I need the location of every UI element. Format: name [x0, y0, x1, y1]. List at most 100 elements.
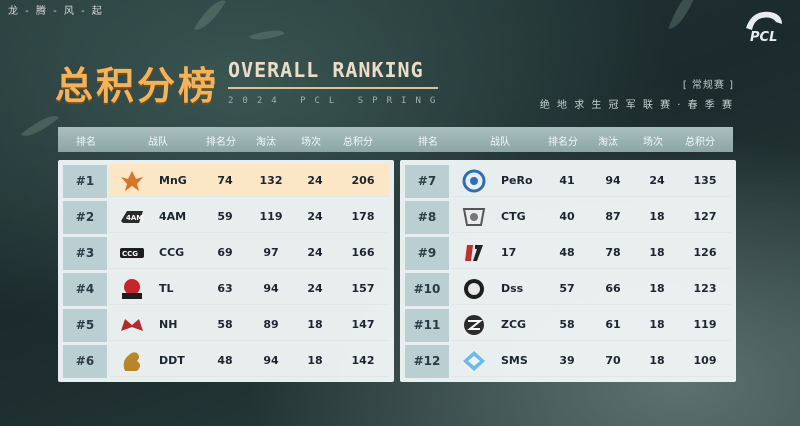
leaf-decoration	[20, 108, 60, 144]
elim-points: 66	[605, 282, 621, 295]
rank-cell: #7	[405, 164, 449, 198]
row-body	[109, 236, 389, 269]
row-body	[109, 272, 389, 305]
svg-text:4AM: 4AM	[126, 214, 143, 222]
leaf-decoration	[249, 24, 285, 46]
ccg-logo-icon: CCG	[120, 248, 144, 258]
matches-played: 24	[307, 210, 323, 223]
team-name: NH	[159, 318, 178, 331]
page-subtitle: 2024 PCL SPRING	[228, 96, 445, 106]
team-name: CCG	[159, 246, 185, 259]
header-total: 总积分	[685, 137, 715, 148]
row-body	[451, 236, 731, 269]
total-points: 127	[693, 210, 717, 223]
phoenix-icon	[121, 171, 143, 191]
place-points: 39	[559, 354, 575, 367]
table-row: #8 CTG 40 87 18 127	[405, 199, 731, 235]
matches-played: 18	[307, 354, 323, 367]
17-logo-icon	[465, 245, 483, 261]
header-place: 排名分	[206, 137, 236, 148]
row-body	[451, 164, 731, 197]
row-body	[109, 200, 389, 233]
sms-logo-icon	[463, 351, 485, 371]
elim-points: 132	[259, 174, 283, 187]
team-name: 4AM	[159, 210, 187, 223]
elim-points: 70	[605, 354, 621, 367]
row-body	[451, 272, 731, 305]
ranking-table-left: #1 MnG 74 132 24 206 #2 4AM 4AM 59 119 2…	[58, 160, 394, 382]
total-points: 123	[693, 282, 717, 295]
total-points: 157	[351, 282, 375, 295]
total-points: 126	[693, 246, 717, 259]
title-divider	[228, 87, 438, 89]
total-points: 142	[351, 354, 375, 367]
rank-cell: #2	[63, 200, 107, 234]
header-rank: 排名	[76, 137, 96, 148]
matches-played: 18	[649, 210, 665, 223]
header-elim: 淘汰	[598, 137, 618, 148]
svg-text:PCL: PCL	[750, 30, 777, 44]
header-rank: 排名	[418, 137, 438, 148]
team-name: DDT	[159, 354, 185, 367]
place-points: 41	[559, 174, 575, 187]
table-header: 排名 战队 排名分 淘汰 场次 总积分 排名 战队 排名分 淘汰 场次 总积分	[58, 127, 733, 152]
elim-points: 94	[263, 282, 279, 295]
matches-played: 18	[649, 354, 665, 367]
rank-cell: #10	[405, 272, 449, 306]
matches-played: 24	[307, 246, 323, 259]
total-points: 147	[351, 318, 375, 331]
leaf-decoration	[193, 0, 227, 36]
place-points: 48	[217, 354, 233, 367]
place-points: 74	[217, 174, 233, 187]
row-body	[451, 308, 731, 341]
table-row: #9 17 48 78 18 126	[405, 235, 731, 271]
header-total: 总积分	[343, 137, 373, 148]
table-row: #5 NH 58 89 18 147	[63, 307, 389, 343]
place-points: 48	[559, 246, 575, 259]
team-name: 17	[501, 246, 517, 259]
stage-tag: [ 常规赛 ]	[682, 80, 734, 91]
zcg-logo-icon	[464, 315, 484, 335]
series-name: 绝 地 求 生 冠 军 联 赛 · 春 季 赛	[539, 100, 734, 111]
rank-cell: #1	[63, 164, 107, 198]
rank-cell: #12	[405, 344, 449, 378]
header-elim: 淘汰	[256, 137, 276, 148]
header-matches: 场次	[643, 137, 663, 148]
table-row: #12 SMS 39 70 18 109	[405, 343, 731, 379]
row-body	[451, 344, 731, 377]
rank-cell: #3	[63, 236, 107, 270]
row-body	[109, 308, 389, 341]
total-points: 206	[351, 174, 375, 187]
place-points: 59	[217, 210, 233, 223]
table-row: #2 4AM 4AM 59 119 24 178	[63, 199, 389, 235]
slogan: 龙 - 腾 - 风 - 起	[8, 6, 104, 17]
place-points: 40	[559, 210, 575, 223]
table-row: #4 TL 63 94 24 157	[63, 271, 389, 307]
page-title-english: OVERALL RANKING	[228, 58, 424, 82]
team-name: Dss	[501, 282, 524, 295]
header-team: 战队	[148, 137, 168, 148]
rank-cell: #6	[63, 344, 107, 378]
table-row: #1 MnG 74 132 24 206	[63, 163, 389, 199]
row-body	[109, 164, 389, 197]
leaf-decoration	[668, 0, 698, 34]
place-points: 58	[217, 318, 233, 331]
total-points: 109	[693, 354, 717, 367]
elim-points: 97	[263, 246, 279, 259]
matches-played: 24	[649, 174, 665, 187]
elim-points: 119	[259, 210, 283, 223]
header-matches: 场次	[301, 137, 321, 148]
matches-played: 24	[307, 174, 323, 187]
place-points: 58	[559, 318, 575, 331]
tl-logo-icon	[122, 279, 142, 299]
dss-logo-icon	[464, 279, 484, 299]
4am-logo-icon: 4AM	[121, 211, 143, 223]
total-points: 166	[351, 246, 375, 259]
place-points: 69	[217, 246, 233, 259]
pcl-logo-icon: PCL	[746, 11, 782, 44]
team-name: ZCG	[501, 318, 527, 331]
rank-cell: #5	[63, 308, 107, 342]
place-points: 63	[217, 282, 233, 295]
matches-played: 18	[649, 282, 665, 295]
row-body	[451, 200, 731, 233]
